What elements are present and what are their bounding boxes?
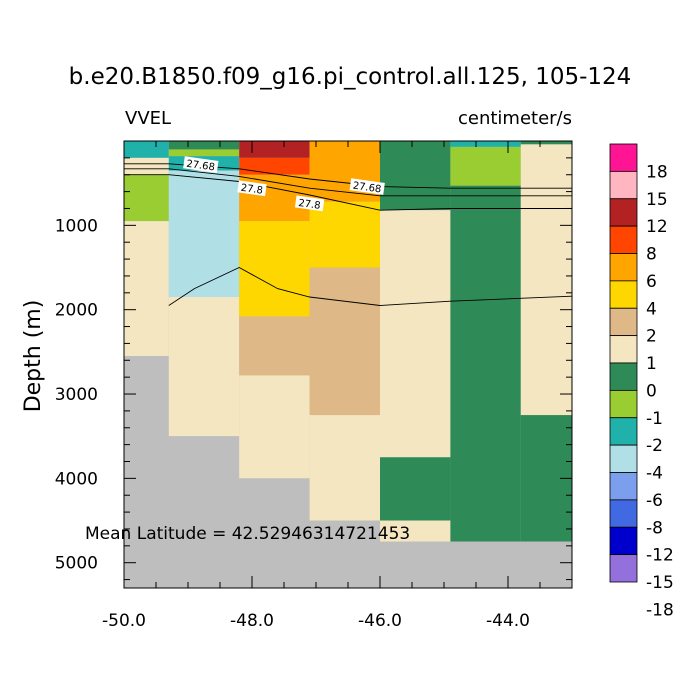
chart-title: b.e20.B1850.f09_g16.pi_control.all.125, … xyxy=(68,64,632,90)
colorbar-label: -1 xyxy=(646,409,663,429)
heatmap-cell xyxy=(380,210,451,458)
heatmap-cell xyxy=(380,541,451,588)
colorbar-box xyxy=(609,253,638,282)
contour-label-box xyxy=(349,178,385,195)
x-tick-label: -46.0 xyxy=(358,611,402,631)
colorbar-box xyxy=(609,362,638,391)
density-contour-line xyxy=(124,168,572,197)
y-tick-label: 4000 xyxy=(55,469,98,489)
colorbar-label: 12 xyxy=(646,217,668,237)
colorbar-label: 4 xyxy=(646,299,657,319)
colorbar-box xyxy=(609,444,638,473)
colorbar-label: 6 xyxy=(646,272,657,292)
x-tick-label: -48.0 xyxy=(230,611,274,631)
heatmap-cell xyxy=(239,316,310,376)
contour-label-box xyxy=(237,180,267,197)
variable-name: VVEL xyxy=(125,108,172,129)
heatmap-cell xyxy=(520,141,572,145)
x-tick-label: -50.0 xyxy=(102,611,146,631)
colorbar-label: -18 xyxy=(646,600,674,620)
heatmap-cell xyxy=(450,141,521,147)
colorbar-label: 15 xyxy=(646,190,668,210)
density-contour-line xyxy=(124,163,572,189)
colorbar-label: -12 xyxy=(646,546,674,566)
colorbar-box xyxy=(609,389,638,419)
heatmap-cell xyxy=(450,146,521,186)
colorbar-label: -2 xyxy=(646,436,663,456)
y-axis-label: Depth (m) xyxy=(21,300,46,413)
y-tick-label: 2000 xyxy=(55,301,98,321)
colorbar-box xyxy=(609,143,638,172)
heatmap-cell xyxy=(239,221,310,317)
colorbar-box xyxy=(609,526,638,556)
units-label: centimeter/s xyxy=(457,108,572,129)
colorbar-label: -15 xyxy=(646,573,674,593)
heatmap-cell xyxy=(450,185,521,542)
heatmap-cell xyxy=(309,267,380,416)
colorbar-label: 18 xyxy=(646,162,668,182)
heatmap-cell xyxy=(239,478,310,588)
heatmap-cell xyxy=(239,141,310,158)
colorbar-box xyxy=(609,335,638,364)
colorbar-label: 8 xyxy=(646,245,657,265)
density-contour-line xyxy=(168,266,573,306)
heatmap-cell xyxy=(124,221,169,357)
heatmap-cell xyxy=(239,157,310,175)
x-tick-label: -44.0 xyxy=(486,611,530,631)
colorbar-box xyxy=(609,280,638,309)
heatmap-cell xyxy=(124,356,169,588)
heatmap-cell xyxy=(520,144,572,416)
density-contour-line xyxy=(124,174,572,211)
heatmap-cell xyxy=(168,436,240,588)
y-tick-label: 3000 xyxy=(55,385,98,405)
contour-layer: 27.68 27.8 27.8 27.68 xyxy=(124,156,573,306)
heatmap-cell xyxy=(168,297,240,437)
contour-label-box xyxy=(294,195,325,212)
heatmap-cell xyxy=(168,170,240,298)
contour-label: 27.8 xyxy=(298,198,322,212)
heatmap-cell xyxy=(124,174,169,222)
y-tick-label: 5000 xyxy=(55,554,98,574)
y-tick-label: 1000 xyxy=(55,216,98,236)
colorbar-label: 2 xyxy=(646,327,657,347)
heatmap-cell xyxy=(168,141,240,150)
axes-layer: -50.0 -48.0 -46.0 -44.0 1000 2000 3000 4000 5000 xyxy=(55,140,573,631)
contour-label: 27.68 xyxy=(186,159,216,174)
colorbar-box xyxy=(609,499,638,528)
contour-label: 27.68 xyxy=(352,181,382,196)
colorbar-label: -4 xyxy=(646,464,663,484)
heatmap-cell xyxy=(380,141,451,211)
colorbar-box xyxy=(609,170,638,200)
heatmap-cell xyxy=(309,520,380,588)
colorbar-box xyxy=(609,554,638,583)
mean-latitude-annotation: Mean Latitude = 42.52946314721453 xyxy=(85,524,410,544)
heatmap-cell xyxy=(309,415,380,521)
colorbar-label: 1 xyxy=(646,354,657,374)
contour-label: 27.8 xyxy=(240,183,264,197)
colorbar-label: -8 xyxy=(646,518,663,538)
heatmap-cell xyxy=(520,541,572,588)
colorbar-label: -6 xyxy=(646,491,663,511)
colorbar-box xyxy=(609,417,638,446)
heatmap-cell xyxy=(124,141,169,158)
heatmap-cell xyxy=(380,457,451,521)
colorbar-box xyxy=(609,307,638,337)
heatmap-cell xyxy=(380,520,451,542)
heatmap-cell xyxy=(450,541,521,588)
colorbar-box xyxy=(609,198,638,227)
heatmap-cell xyxy=(309,201,380,268)
heatmap-cell xyxy=(124,157,169,175)
colorbar-box xyxy=(609,225,638,254)
heatmap-cell xyxy=(168,149,240,157)
colorbar: 18 15 12 8 6 4 2 1 0 -1 -2 -4 -6 -8 -12 -15 -18 xyxy=(609,143,674,620)
colorbar-label: 0 xyxy=(646,381,657,401)
heatmap-cell xyxy=(239,375,310,479)
contour-label-box xyxy=(183,156,219,173)
colorbar-box xyxy=(609,472,638,501)
